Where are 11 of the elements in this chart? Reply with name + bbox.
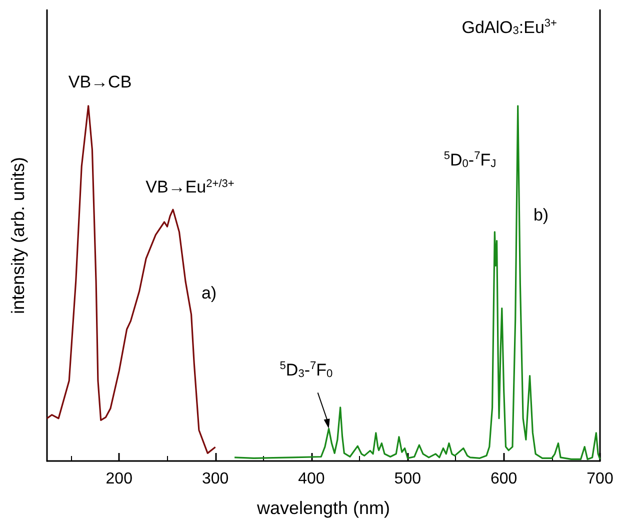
- x-tick-label: 700: [586, 470, 614, 488]
- x-tick-label: 400: [298, 470, 325, 488]
- x-tick-label: 300: [202, 470, 229, 488]
- y-axis-title: intensity (arb. units): [8, 156, 28, 314]
- annotation: a): [201, 284, 217, 302]
- x-axis-title: wavelength (nm): [256, 498, 390, 518]
- annotation: b): [533, 206, 549, 224]
- x-tick-label: 500: [394, 470, 422, 488]
- x-tick-label: 200: [106, 470, 133, 488]
- text: VB→CB: [68, 72, 132, 92]
- x-tick-label: 600: [490, 470, 518, 488]
